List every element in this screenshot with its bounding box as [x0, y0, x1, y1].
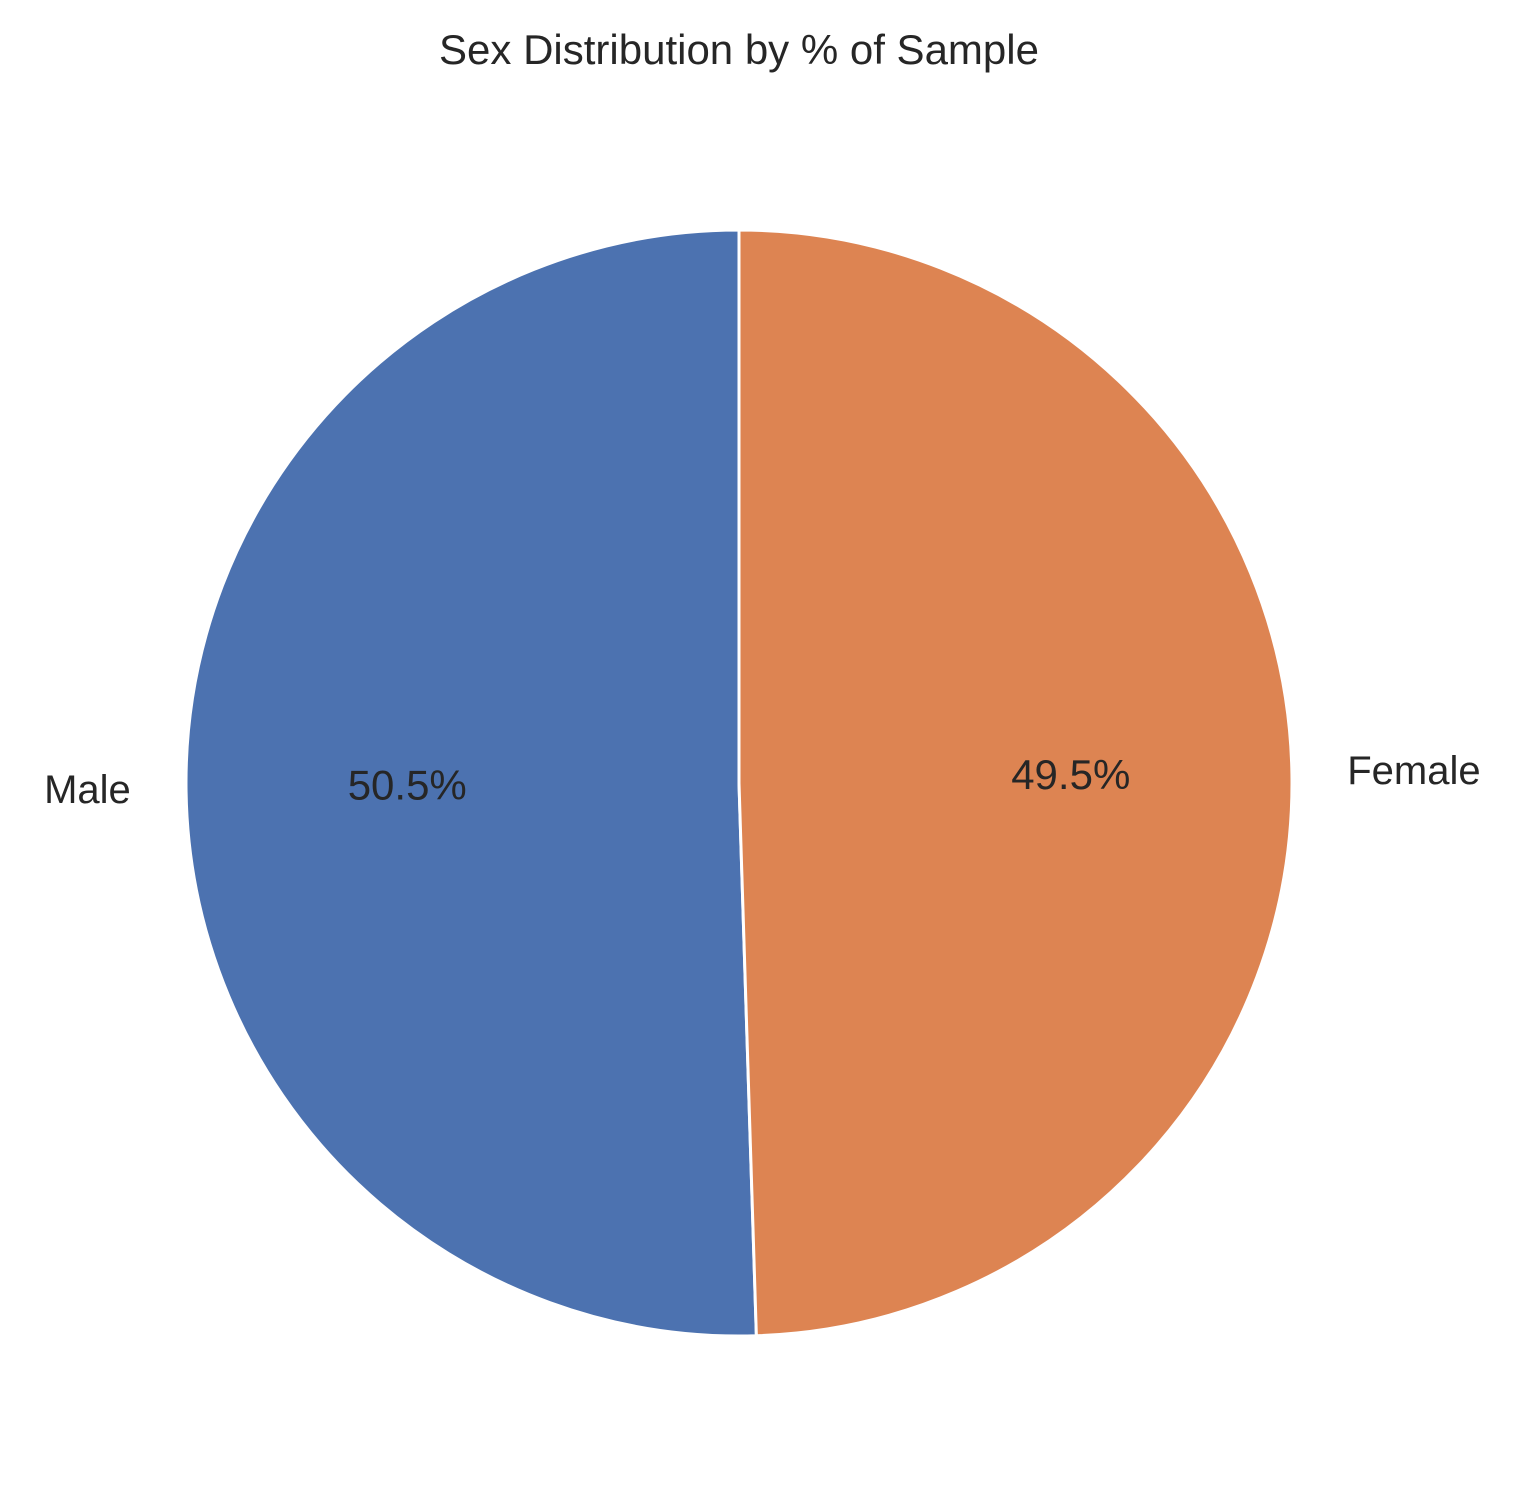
pie-slice-male [184, 228, 758, 1338]
pie-value-label-male: 50.5% [348, 761, 467, 808]
pie-label-male: Male [44, 768, 131, 812]
chart-title: Sex Distribution by % of Sample [439, 26, 1039, 73]
pie-label-female: Female [1347, 749, 1480, 793]
pie-value-label-female: 49.5% [1011, 751, 1130, 798]
pie-labels: Male 50.5% Female 49.5% [44, 749, 1481, 812]
pie-slices [184, 228, 1294, 1338]
pie-slice-female [737, 228, 1294, 1338]
